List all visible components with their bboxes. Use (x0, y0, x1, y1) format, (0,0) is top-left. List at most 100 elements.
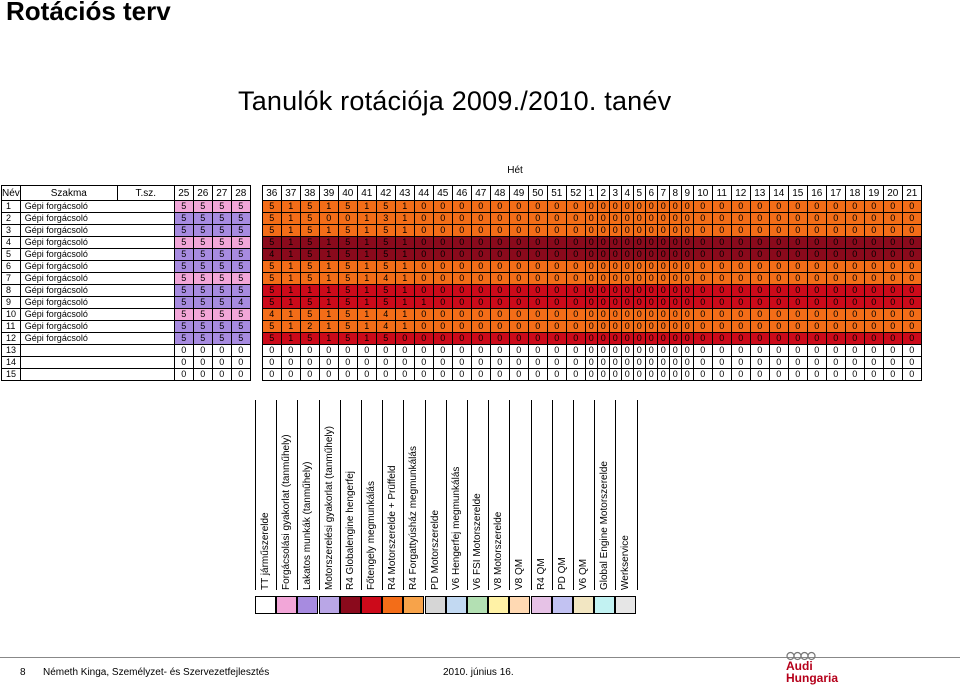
legend-divider (382, 400, 384, 590)
table-cell: 0 (768, 344, 789, 357)
table-cell: 0 (806, 260, 827, 273)
table-cell: 0 (656, 200, 670, 213)
table-cell: 0 (318, 368, 339, 381)
table-cell: 0 (768, 272, 789, 285)
table-cell: 0 (711, 284, 732, 297)
table-cell: 0 (280, 356, 301, 369)
row-szakma: Gépi forgácsoló (19, 212, 175, 225)
col-header-week: 25 (173, 185, 194, 201)
table-cell: 1 (318, 284, 339, 297)
table-cell: 0 (394, 332, 415, 345)
table-cell: 5 (211, 284, 232, 297)
table-cell: 0 (711, 356, 732, 369)
table-cell: 0 (280, 344, 301, 357)
table-cell: 0 (730, 260, 751, 273)
table-cell: 0 (806, 200, 827, 213)
table-cell: 0 (711, 320, 732, 333)
table-cell: 0 (432, 356, 453, 369)
table-cell: 0 (882, 248, 903, 261)
table-cell: 0 (730, 272, 751, 285)
table-cell: 0 (901, 212, 922, 225)
row-spacer (249, 332, 263, 345)
table-cell: 0 (375, 356, 396, 369)
table-cell: 0 (730, 356, 751, 369)
row-szakma (19, 356, 175, 369)
table-row: 1 Gépi forgácsoló 5 5 5 5 5 1 5 1 5 1 5 1 0 0 0 0 0 0 0 0 0 0 0 0… (1, 200, 922, 213)
col-header-week: 47 (470, 185, 491, 201)
table-cell: 0 (508, 284, 529, 297)
table-cell: 5 (230, 308, 251, 321)
table-cell: 5 (261, 320, 282, 333)
table-cell: 0 (620, 344, 634, 357)
col-header-week: 44 (413, 185, 434, 201)
table-cell: 0 (432, 260, 453, 273)
row-spacer (249, 296, 263, 309)
table-cell: 0 (656, 308, 670, 321)
row-szakma: Gépi forgácsoló (19, 236, 175, 249)
table-cell: 0 (901, 320, 922, 333)
table-cell: 0 (584, 212, 598, 225)
table-cell: 0 (787, 284, 808, 297)
table-cell: 0 (584, 236, 598, 249)
table-cell: 0 (901, 368, 922, 381)
table-cell: 0 (749, 272, 770, 285)
table-cell: 0 (413, 200, 434, 213)
col-header-week: 41 (356, 185, 377, 201)
table-cell: 0 (620, 236, 634, 249)
table-cell: 5 (375, 248, 396, 261)
table-cell: 0 (451, 368, 472, 381)
row-number: 7 (1, 272, 21, 285)
table-cell: 0 (668, 296, 682, 309)
table-cell: 0 (230, 368, 251, 381)
table-cell: 0 (825, 296, 846, 309)
table-cell: 0 (668, 236, 682, 249)
legend-divider (467, 400, 468, 590)
table-cell: 0 (680, 296, 694, 309)
table-cell: 0 (546, 224, 567, 237)
table-cell: 5 (192, 200, 213, 213)
table-cell: 0 (565, 308, 586, 321)
table-cell: 0 (668, 272, 682, 285)
table-cell: 0 (632, 344, 646, 357)
subtitle: Tanulók rotációja 2009./2010. tanév (238, 86, 672, 116)
table-cell: 1 (280, 308, 301, 321)
table-cell: 0 (299, 368, 320, 381)
table-cell: 0 (432, 236, 453, 249)
table-cell: 0 (608, 356, 622, 369)
table-cell: 0 (173, 356, 194, 369)
table-cell: 0 (546, 356, 567, 369)
table-row: 11 Gépi forgácsoló 5 5 5 5 5 1 2 1 5 1 4 1 0 0 0 0 0 0 0 0 0 0 0… (1, 320, 922, 333)
table-cell: 5 (192, 224, 213, 237)
table-cell: 1 (318, 236, 339, 249)
table-cell: 1 (394, 284, 415, 297)
legend-swatch (445, 596, 467, 614)
table-cell: 0 (901, 260, 922, 273)
col-header-week: 48 (489, 185, 510, 201)
legend-swatch (488, 596, 510, 614)
table-cell: 0 (668, 212, 682, 225)
col-header-week: 11 (711, 185, 732, 201)
table-cell: 0 (787, 356, 808, 369)
col-header-week: 26 (192, 185, 213, 201)
table-cell: 0 (711, 200, 732, 213)
table-cell: 0 (596, 344, 610, 357)
table-cell: 0 (620, 224, 634, 237)
table-cell: 1 (280, 260, 301, 273)
table-cell: 0 (806, 224, 827, 237)
table-cell: 0 (787, 260, 808, 273)
table-cell: 0 (882, 212, 903, 225)
table-cell: 0 (432, 320, 453, 333)
table-cell: 0 (656, 284, 670, 297)
page-title: Rotációs terv (6, 0, 171, 26)
table-cell: 0 (768, 260, 789, 273)
table-cell: 0 (692, 308, 713, 321)
table-cell: 0 (787, 344, 808, 357)
table-cell: 0 (825, 344, 846, 357)
table-cell: 1 (394, 224, 415, 237)
table-cell: 0 (489, 296, 510, 309)
table-cell: 5 (211, 248, 232, 261)
table-cell: 0 (749, 224, 770, 237)
table-cell: 0 (844, 248, 865, 261)
table-cell: 5 (173, 260, 194, 273)
table-cell: 1 (356, 272, 377, 285)
